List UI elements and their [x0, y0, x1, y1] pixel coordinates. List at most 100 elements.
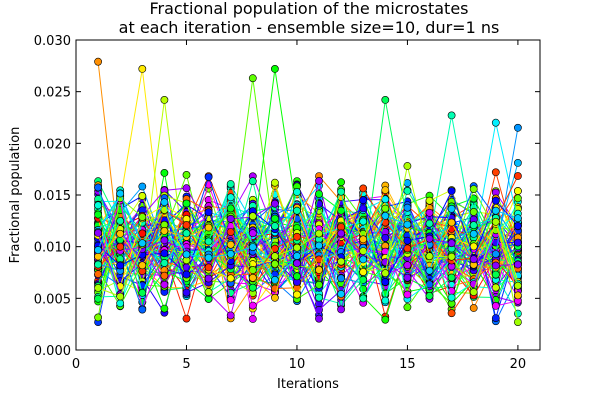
data-point	[248, 212, 257, 221]
data-point	[514, 158, 522, 167]
y-axis-label: Fractional population	[8, 127, 23, 264]
data-point	[359, 247, 368, 255]
data-point	[337, 206, 345, 215]
data-point	[204, 253, 213, 262]
data-point	[293, 290, 301, 299]
y-tick-label: 0.005	[34, 292, 71, 307]
data-point	[469, 194, 478, 203]
y-tick-label: 0.025	[34, 86, 71, 101]
data-point	[403, 236, 412, 245]
data-point	[226, 180, 235, 188]
data-point	[447, 309, 456, 318]
data-point	[491, 217, 500, 226]
data-point	[248, 273, 257, 282]
data-point	[160, 96, 169, 104]
data-point	[116, 261, 125, 270]
data-point	[94, 57, 102, 66]
data-point	[447, 111, 456, 120]
data-point	[293, 243, 301, 252]
data-point	[248, 243, 257, 251]
y-tick-label: 0.000	[34, 344, 71, 359]
data-point	[315, 190, 323, 198]
data-point	[204, 288, 213, 296]
x-tick-label: 20	[510, 357, 527, 372]
data-point	[226, 296, 235, 304]
data-point	[403, 273, 412, 282]
data-point	[315, 280, 323, 289]
data-point	[381, 96, 390, 104]
data-point	[403, 290, 412, 299]
data-point	[491, 118, 500, 127]
data-point	[514, 214, 522, 223]
data-point	[491, 301, 500, 310]
data-point	[270, 222, 279, 230]
data-point	[514, 123, 522, 132]
data-point	[447, 239, 456, 248]
data-point	[381, 269, 390, 278]
data-point	[138, 261, 147, 270]
data-point	[160, 249, 169, 258]
data-point	[94, 313, 102, 322]
data-point	[337, 289, 345, 298]
data-point	[270, 259, 279, 268]
data-point	[138, 288, 147, 297]
data-point	[491, 206, 500, 215]
data-point	[138, 229, 147, 238]
data-point	[469, 304, 478, 312]
series	[94, 199, 522, 323]
data-point	[425, 219, 434, 228]
data-point	[293, 259, 301, 268]
data-point	[160, 168, 169, 177]
data-point	[514, 172, 522, 180]
data-point	[160, 304, 169, 313]
data-point	[337, 305, 345, 314]
data-point	[270, 293, 279, 302]
data-point	[337, 274, 345, 283]
data-point	[270, 214, 279, 223]
data-point	[315, 265, 323, 274]
data-point	[337, 257, 345, 266]
data-point	[425, 208, 434, 217]
data-point	[226, 274, 235, 283]
data-point	[248, 301, 257, 310]
data-point	[204, 237, 213, 246]
data-point	[469, 229, 478, 238]
data-point	[182, 288, 191, 297]
x-tick-label: 10	[289, 357, 306, 372]
data-point	[491, 168, 500, 177]
data-point	[116, 292, 125, 301]
data-point	[469, 255, 478, 264]
data-point	[160, 198, 169, 207]
x-tick-label: 15	[399, 357, 416, 372]
data-point	[116, 299, 125, 308]
data-point	[248, 177, 257, 186]
data-point	[182, 221, 191, 229]
data-point	[403, 303, 412, 312]
data-point	[160, 226, 169, 235]
data-point	[94, 283, 102, 292]
data-point	[248, 74, 257, 83]
data-point	[447, 293, 456, 302]
data-point	[447, 204, 456, 213]
data-point	[116, 242, 125, 251]
data-point	[337, 187, 345, 196]
data-point	[248, 283, 257, 292]
chart-title-line-2: at each iteration - ensemble size=10, du…	[119, 18, 500, 37]
data-point	[226, 214, 235, 223]
data-point	[491, 250, 500, 258]
data-point	[116, 216, 125, 225]
data-point	[116, 229, 125, 238]
data-point	[270, 65, 279, 73]
series-group	[94, 57, 522, 326]
y-tick-label: 0.015	[34, 189, 71, 204]
data-point	[270, 252, 279, 261]
data-point	[270, 178, 279, 187]
data-point	[381, 186, 390, 194]
data-point	[403, 220, 412, 229]
data-point	[469, 207, 478, 216]
data-point	[315, 293, 323, 302]
data-point	[381, 315, 390, 324]
data-point	[359, 235, 368, 244]
